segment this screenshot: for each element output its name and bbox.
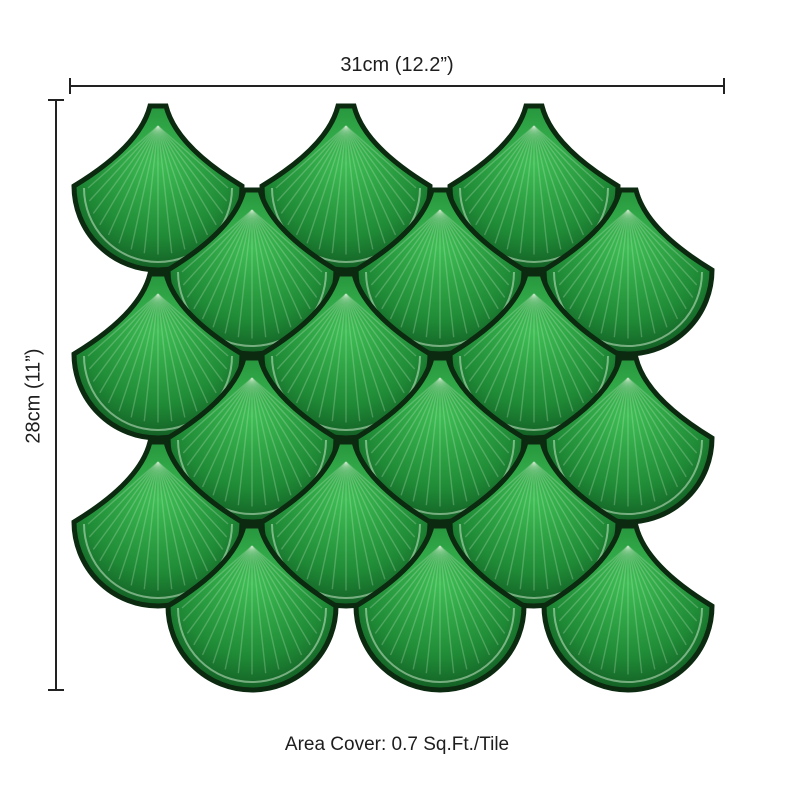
- scale-tile: [71, 271, 245, 441]
- scale-tiles: [71, 103, 715, 693]
- height-dimension-line: [48, 99, 64, 691]
- width-dimension-line: [69, 78, 725, 94]
- scale-tile: [71, 103, 245, 273]
- scale-tile: [541, 355, 715, 525]
- scale-tile: [353, 187, 527, 357]
- scale-tile: [259, 103, 433, 273]
- scale-tile: [353, 523, 527, 693]
- scale-tile: [541, 187, 715, 357]
- scale-tile: [447, 103, 621, 273]
- scale-tile: [71, 439, 245, 609]
- scale-tile: [165, 523, 339, 693]
- scale-tile: [165, 355, 339, 525]
- scale-tile: [541, 523, 715, 693]
- scale-tile: [259, 439, 433, 609]
- height-label: 28cm (11”): [22, 348, 45, 444]
- scale-tile: [353, 355, 527, 525]
- area-cover-label: Area Cover: 0.7 Sq.Ft./Tile: [284, 734, 510, 755]
- width-label: 31cm (12.2”): [340, 54, 454, 76]
- scale-tile: [165, 187, 339, 357]
- scale-tile: [447, 271, 621, 441]
- scale-tile: [447, 439, 621, 609]
- scale-tile: [259, 271, 433, 441]
